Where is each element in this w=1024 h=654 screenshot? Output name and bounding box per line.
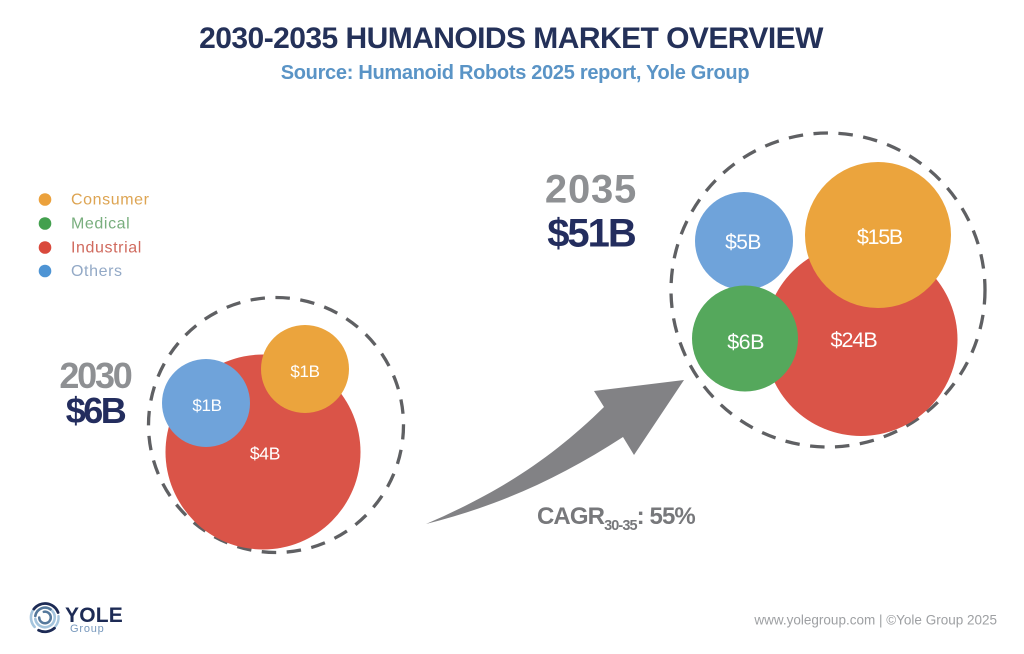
svg-text:Group: Group	[70, 623, 105, 635]
svg-text:$5B: $5B	[725, 231, 761, 254]
svg-text:Medical: Medical	[71, 216, 130, 233]
svg-text:YOLE: YOLE	[65, 604, 123, 627]
svg-text:2030-2035 HUMANOIDS MARKET OVE: 2030-2035 HUMANOIDS MARKET OVERVIEW	[199, 22, 824, 55]
svg-text:2035: 2035	[545, 168, 637, 212]
svg-text:$6B: $6B	[66, 390, 126, 431]
svg-text:$15B: $15B	[857, 225, 903, 249]
svg-text:2030: 2030	[59, 355, 131, 396]
svg-text:$4B: $4B	[250, 444, 280, 464]
svg-text:$24B: $24B	[830, 328, 877, 352]
svg-text:Source: Humanoid Robots 2025 r: Source: Humanoid Robots 2025 report, Yol…	[281, 62, 750, 84]
svg-text:Industrial: Industrial	[71, 240, 142, 257]
svg-text:$51B: $51B	[547, 212, 636, 256]
svg-text:$1B: $1B	[192, 396, 221, 415]
svg-text:Others: Others	[71, 263, 123, 280]
svg-text:$6B: $6B	[727, 330, 764, 354]
svg-text:$1B: $1B	[290, 362, 319, 381]
svg-text:CAGR30-35: 55%: CAGR30-35: 55%	[537, 503, 695, 534]
svg-text:www.yolegroup.com | ©Yole Grou: www.yolegroup.com | ©Yole Group 2025	[753, 613, 997, 628]
svg-text:Consumer: Consumer	[71, 192, 150, 209]
